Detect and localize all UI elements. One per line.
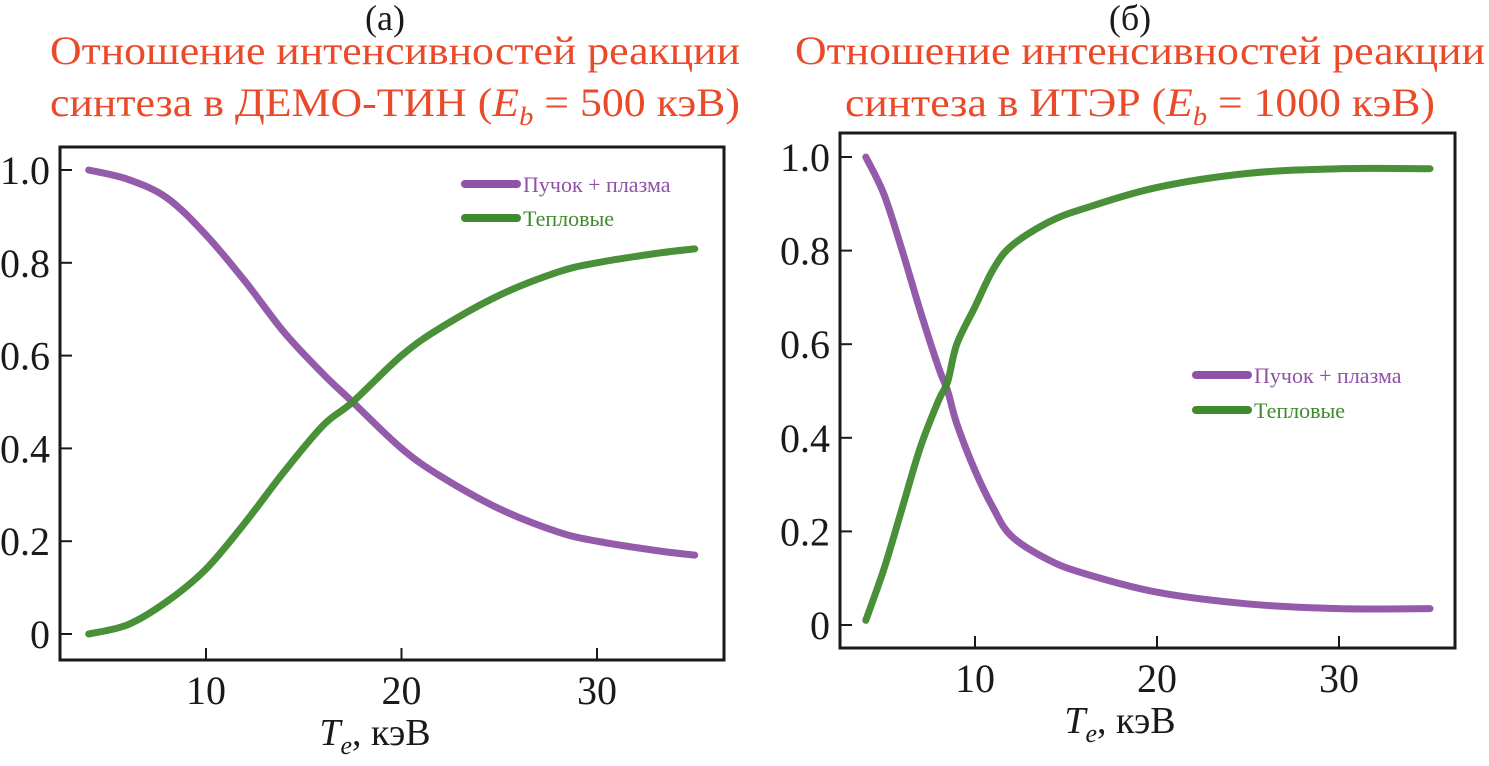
x-axis-label: Te, кэВ — [319, 712, 430, 760]
y-tick-label: 0.8 — [0, 241, 50, 286]
title-suffix: = 1000 кэВ) — [1207, 80, 1435, 125]
x-axis-sub: e — [1085, 719, 1097, 748]
y-tick-label: 0.6 — [0, 334, 50, 379]
plot-frame — [838, 131, 1457, 650]
legend-label: Тепловые — [1254, 398, 1345, 423]
panel-label: (б) — [1109, 0, 1151, 38]
title-sub: b — [519, 102, 533, 131]
title-prefix: синтеза в ДЕМО-ТИН ( — [50, 80, 492, 125]
x-axis-sub: e — [340, 731, 352, 760]
y-tick-label: 0 — [810, 603, 830, 648]
x-axis-var: T — [1064, 700, 1088, 742]
y-tick-label: 0.2 — [0, 519, 50, 564]
chart-title-line2: синтеза в ДЕМО-ТИН (Eb = 500 кэВ) — [50, 80, 740, 131]
chart-title-line2: синтеза в ИТЭР (Eb = 1000 кэВ) — [845, 80, 1435, 131]
panel-label: (а) — [365, 0, 405, 38]
chart-panel-b: (б)Отношение интенсивностей реакции синте… — [780, 0, 1485, 748]
x-tick-label: 30 — [1319, 656, 1359, 701]
y-tick-label: 1.0 — [780, 135, 830, 180]
x-axis-unit: , кэВ — [352, 712, 431, 754]
y-tick-label: 0.4 — [0, 426, 50, 471]
y-tick-label: 0.8 — [780, 229, 830, 274]
title-prefix: синтеза в ИТЭР ( — [845, 80, 1166, 125]
plot-frame — [58, 145, 726, 662]
legend-label: Пучок + плазма — [523, 172, 671, 197]
x-tick-label: 30 — [577, 668, 617, 713]
chart-title-line1: Отношение интенсивностей реакции — [50, 28, 740, 73]
title-suffix: = 500 кэВ) — [533, 80, 740, 125]
x-axis-label: Te, кэВ — [1064, 700, 1175, 748]
title-sub: b — [1193, 102, 1207, 131]
y-tick-label: 0.4 — [780, 416, 830, 461]
chart-title-line1: Отношение интенсивностей реакции — [795, 28, 1485, 73]
y-tick-label: 0.2 — [780, 509, 830, 554]
y-tick-label: 1.0 — [0, 148, 50, 193]
x-tick-label: 20 — [1137, 656, 1177, 701]
x-axis-var: T — [319, 712, 343, 754]
title-var: E — [1165, 80, 1193, 125]
y-tick-label: 0.6 — [780, 322, 830, 367]
x-tick-label: 10 — [186, 668, 226, 713]
legend-label: Тепловые — [523, 206, 614, 231]
series-line-thermal — [85, 245, 699, 638]
series-line-thermal — [862, 164, 1434, 624]
series-line-beam-plasma — [862, 153, 1434, 613]
x-tick-label: 10 — [955, 656, 995, 701]
x-tick-label: 20 — [382, 668, 422, 713]
title-var: E — [491, 80, 519, 125]
x-axis-unit: , кэВ — [1097, 700, 1176, 742]
y-tick-label: 0 — [30, 612, 50, 657]
legend-label: Пучок + плазма — [1254, 363, 1402, 388]
chart-panel-a: (а)Отношение интенсивностей реакции синте… — [0, 0, 740, 760]
